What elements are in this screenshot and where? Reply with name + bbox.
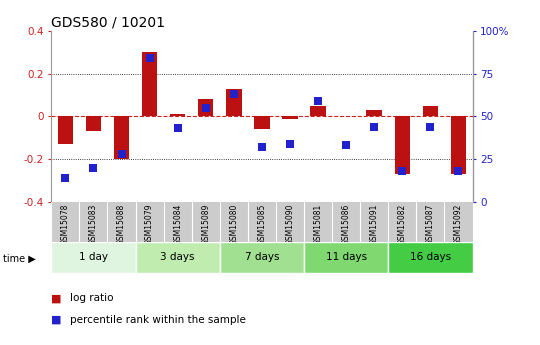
Point xyxy=(89,165,98,170)
Bar xyxy=(451,117,466,174)
Text: GSM15089: GSM15089 xyxy=(201,204,210,245)
Bar xyxy=(367,110,382,117)
Text: GSM15079: GSM15079 xyxy=(145,204,154,245)
Text: 7 days: 7 days xyxy=(245,252,279,262)
Text: percentile rank within the sample: percentile rank within the sample xyxy=(70,315,246,325)
Bar xyxy=(226,89,241,117)
Text: time ▶: time ▶ xyxy=(3,254,36,264)
Text: GDS580 / 10201: GDS580 / 10201 xyxy=(51,16,165,30)
Text: GSM15078: GSM15078 xyxy=(61,204,70,245)
Text: GSM15087: GSM15087 xyxy=(426,204,435,245)
Point xyxy=(173,126,182,131)
Point xyxy=(454,168,463,174)
Bar xyxy=(220,241,304,273)
Point xyxy=(201,105,210,111)
Text: GSM15091: GSM15091 xyxy=(370,204,379,245)
Bar xyxy=(304,241,388,273)
Point xyxy=(426,124,435,129)
Text: 3 days: 3 days xyxy=(160,252,195,262)
Bar xyxy=(395,117,410,174)
Text: GSM15083: GSM15083 xyxy=(89,204,98,245)
Point xyxy=(286,141,294,147)
Text: 1 day: 1 day xyxy=(79,252,108,262)
Text: 11 days: 11 days xyxy=(326,252,367,262)
Point xyxy=(398,168,407,174)
Text: GSM15086: GSM15086 xyxy=(342,204,350,245)
Point xyxy=(117,151,126,157)
Bar xyxy=(114,117,129,159)
Bar xyxy=(142,52,157,117)
Text: GSM15088: GSM15088 xyxy=(117,204,126,245)
Bar xyxy=(170,114,185,117)
Point xyxy=(230,91,238,97)
Text: ■: ■ xyxy=(51,315,62,325)
Bar xyxy=(58,117,73,144)
Bar xyxy=(423,106,438,117)
Text: GSM15080: GSM15080 xyxy=(230,204,238,245)
Text: ■: ■ xyxy=(51,294,62,303)
Bar xyxy=(388,241,472,273)
Text: GSM15084: GSM15084 xyxy=(173,204,182,245)
Text: GSM15092: GSM15092 xyxy=(454,204,463,245)
Bar xyxy=(51,241,136,273)
Point xyxy=(258,145,266,150)
Text: GSM15082: GSM15082 xyxy=(398,204,407,245)
Bar xyxy=(86,117,101,131)
Bar xyxy=(254,117,269,129)
Point xyxy=(314,98,322,104)
Bar xyxy=(282,117,298,119)
Text: GSM15090: GSM15090 xyxy=(286,204,294,245)
Bar xyxy=(310,106,326,117)
Point xyxy=(342,143,350,148)
Text: GSM15081: GSM15081 xyxy=(314,204,322,245)
Text: log ratio: log ratio xyxy=(70,294,114,303)
Text: 16 days: 16 days xyxy=(410,252,451,262)
Point xyxy=(61,175,70,181)
Point xyxy=(370,124,379,129)
Point xyxy=(145,56,154,61)
Bar xyxy=(198,99,213,117)
Bar xyxy=(136,241,220,273)
Text: GSM15085: GSM15085 xyxy=(258,204,266,245)
